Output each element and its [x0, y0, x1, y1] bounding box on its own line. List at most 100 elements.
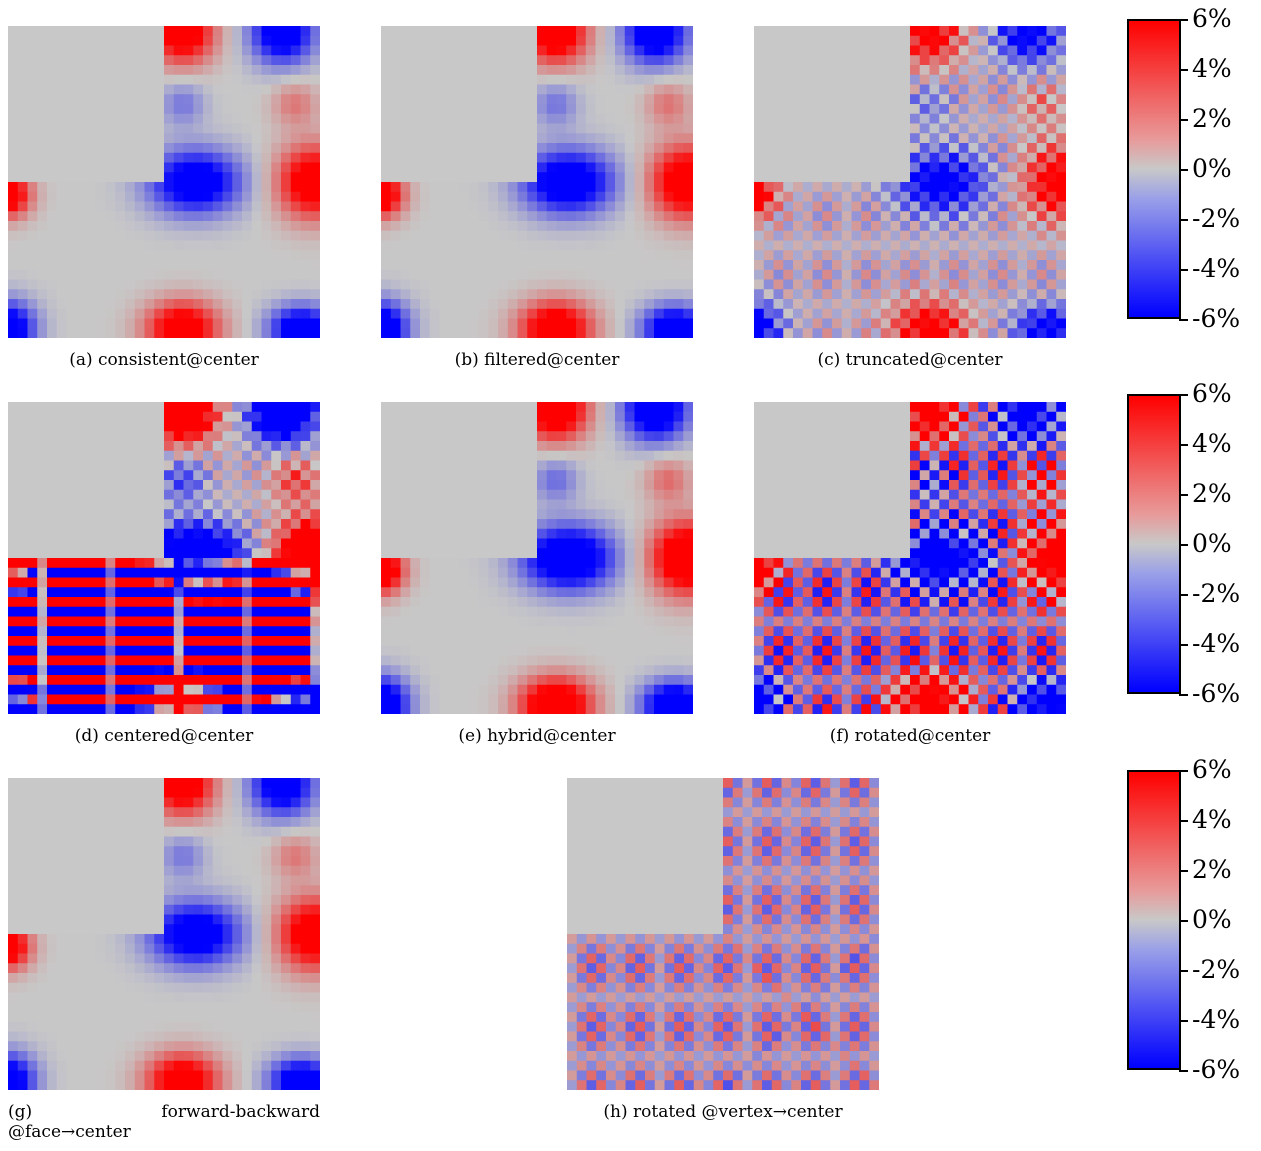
- heatmap-cell: [76, 152, 87, 163]
- heatmap-cell: [439, 104, 450, 115]
- heatmap-cell: [310, 269, 320, 280]
- heatmap-cell: [105, 675, 116, 686]
- heatmap-cell: [468, 489, 479, 500]
- heatmap-cell: [997, 152, 1008, 163]
- heatmap-cell: [793, 74, 804, 85]
- heatmap-cell: [105, 548, 116, 559]
- heatmap-cell: [37, 260, 48, 271]
- heatmap-cell: [115, 616, 126, 627]
- heatmap-cell: [556, 172, 567, 183]
- heatmap-cell: [861, 123, 872, 134]
- heatmap-cell: [763, 45, 774, 56]
- heatmap-cell: [517, 431, 528, 442]
- heatmap-cell: [173, 606, 184, 617]
- heatmap-cell: [822, 269, 833, 280]
- heatmap-cell: [222, 45, 233, 56]
- heatmap-cell: [251, 260, 262, 271]
- heatmap-cell: [861, 308, 872, 319]
- heatmap-cell: [66, 289, 77, 300]
- heatmap-cell: [595, 626, 606, 637]
- heatmap-cell: [17, 26, 28, 37]
- heatmap-cell: [242, 577, 253, 588]
- heatmap-cell: [634, 94, 645, 105]
- heatmap-cell: [997, 94, 1008, 105]
- heatmap-cell: [624, 143, 635, 154]
- heatmap-cell: [400, 519, 411, 530]
- heatmap-cell: [115, 441, 126, 452]
- heatmap-cell: [498, 558, 509, 569]
- heatmap-cell: [222, 626, 233, 637]
- heatmap-cell: [793, 211, 804, 222]
- heatmap-cell: [1036, 299, 1047, 310]
- heatmap-cell: [242, 308, 253, 319]
- heatmap-cell: [242, 84, 253, 95]
- heatmap-cell: [663, 489, 674, 500]
- heatmap-cell: [880, 250, 891, 261]
- heatmap-cell: [517, 616, 528, 627]
- heatmap-cell: [390, 221, 401, 232]
- heatmap-cell: [115, 318, 126, 329]
- heatmap-cell: [420, 289, 431, 300]
- heatmap-cell: [449, 230, 460, 241]
- heatmap-cell: [773, 26, 784, 37]
- heatmap-cell: [576, 26, 587, 37]
- heatmap-cell: [595, 123, 606, 134]
- heatmap-cell: [144, 636, 155, 647]
- heatmap-cell: [439, 94, 450, 105]
- heatmap-cell: [261, 402, 272, 413]
- heatmap-cell: [605, 162, 616, 173]
- heatmap-cell: [644, 45, 655, 56]
- heatmap-cell: [871, 123, 882, 134]
- heatmap-cell: [1017, 162, 1028, 173]
- heatmap-cell: [420, 567, 431, 578]
- heatmap-cell: [310, 645, 320, 656]
- heatmap-cell: [232, 597, 243, 608]
- heatmap-cell: [95, 269, 106, 280]
- heatmap-cell: [517, 299, 528, 310]
- heatmap-cell: [851, 191, 862, 202]
- heatmap-cell: [203, 172, 214, 183]
- heatmap-cell: [880, 201, 891, 212]
- heatmap-cell: [585, 489, 596, 500]
- heatmap-cell: [203, 211, 214, 222]
- heatmap-cell: [37, 230, 48, 241]
- heatmap-cell: [193, 597, 204, 608]
- heatmap-cell: [585, 45, 596, 56]
- heatmap-cell: [290, 528, 301, 539]
- heatmap-cell: [507, 221, 518, 232]
- heatmap-cell: [17, 597, 28, 608]
- heatmap-cell: [261, 694, 272, 705]
- heatmap-cell: [832, 201, 843, 212]
- heatmap-cell: [281, 538, 292, 549]
- heatmap-cell: [76, 704, 87, 714]
- caption-b: (b) filtered@center: [454, 350, 620, 370]
- heatmap-cell: [164, 260, 175, 271]
- heatmap-cell: [8, 548, 19, 559]
- heatmap-cell: [242, 172, 253, 183]
- heatmap-cell: [144, 402, 155, 413]
- heatmap-cell: [429, 577, 440, 588]
- heatmap-cell: [566, 597, 577, 608]
- heatmap-cell: [390, 499, 401, 510]
- heatmap-cell: [1036, 162, 1047, 173]
- heatmap-cell: [605, 421, 616, 432]
- heatmap-cell: [537, 84, 548, 95]
- heatmap-cell: [125, 431, 136, 442]
- heatmap-cell: [527, 402, 538, 413]
- heatmap-cell: [105, 172, 116, 183]
- heatmap-cell: [105, 704, 116, 714]
- heatmap-cell: [95, 577, 106, 588]
- heatmap-cell: [261, 250, 272, 261]
- heatmap-cell: [86, 489, 97, 500]
- heatmap-cell: [595, 260, 606, 271]
- heatmap-cell: [47, 567, 58, 578]
- heatmap-cell: [164, 26, 175, 37]
- heatmap-cell: [232, 548, 243, 559]
- heatmap-cell: [978, 240, 989, 251]
- heatmap-cell: [242, 94, 253, 105]
- heatmap-cell: [576, 567, 587, 578]
- heatmap-cell: [183, 587, 194, 598]
- heatmap-cell: [27, 675, 38, 686]
- heatmap-cell: [1046, 260, 1057, 271]
- heatmap-cell: [134, 152, 145, 163]
